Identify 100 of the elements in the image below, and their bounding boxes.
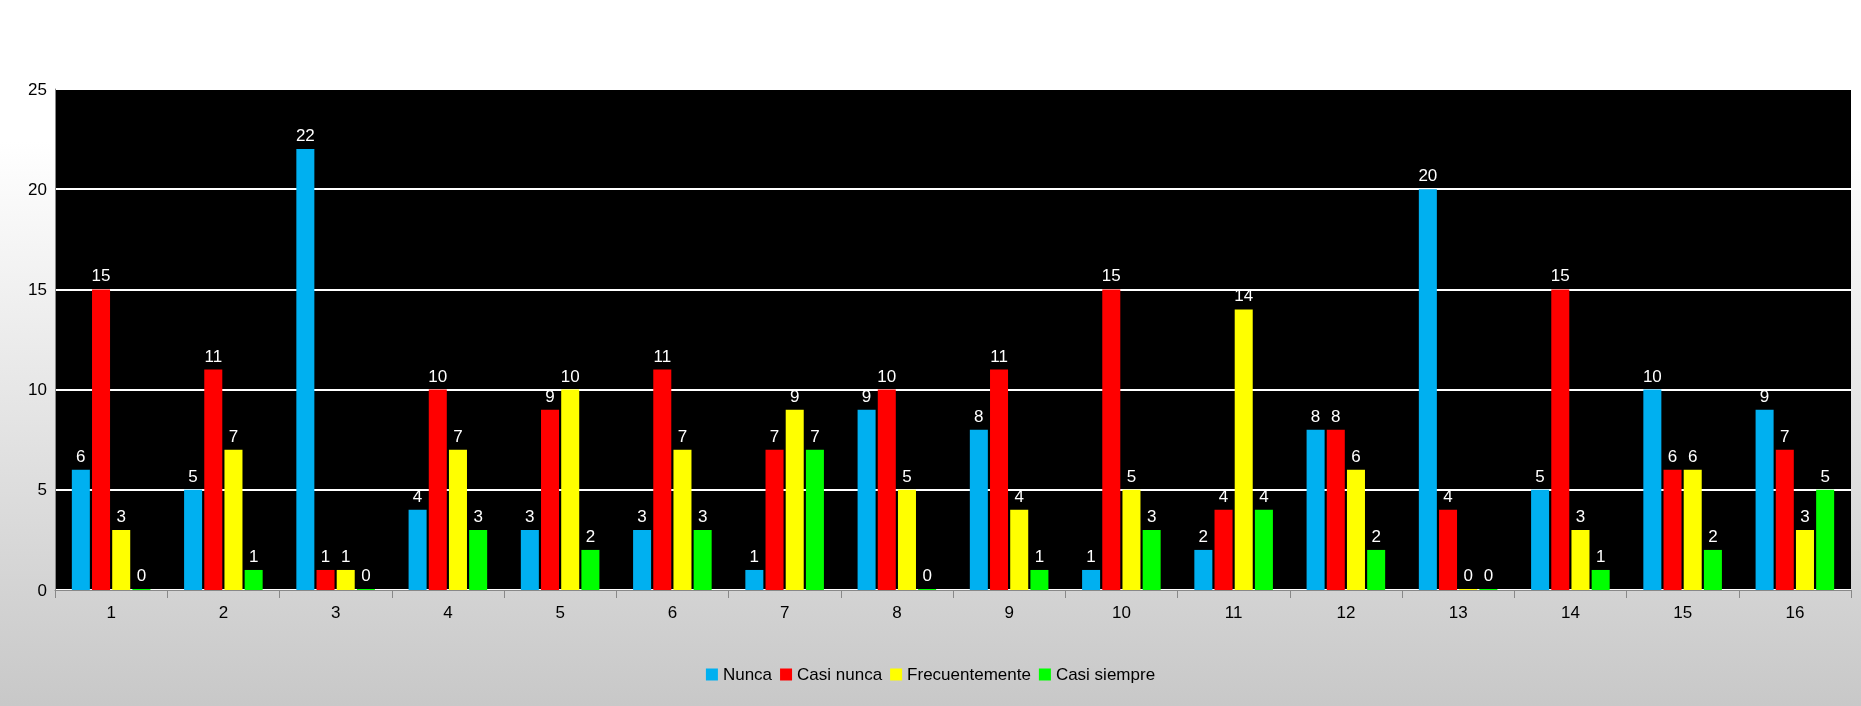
data-label: 2 bbox=[1371, 526, 1381, 546]
bar bbox=[428, 389, 447, 590]
data-label: 7 bbox=[1780, 426, 1790, 446]
legend-label: Frecuentemente bbox=[907, 665, 1031, 684]
data-label: 5 bbox=[188, 466, 198, 486]
bar bbox=[673, 449, 692, 590]
data-label: 6 bbox=[1687, 446, 1698, 466]
bar bbox=[1254, 509, 1273, 590]
bar bbox=[1010, 509, 1029, 590]
data-label: 8 bbox=[1331, 406, 1341, 426]
data-label: 2 bbox=[585, 526, 596, 546]
x-tick-label: 16 bbox=[1785, 603, 1805, 622]
x-tick-label: 15 bbox=[1673, 603, 1693, 622]
bar bbox=[469, 529, 488, 590]
bar bbox=[1102, 289, 1121, 590]
bar bbox=[184, 489, 203, 590]
bar bbox=[244, 569, 263, 590]
bar bbox=[785, 409, 804, 590]
data-label: 3 bbox=[116, 506, 126, 526]
data-label: 5 bbox=[1535, 466, 1545, 486]
bar bbox=[1755, 409, 1774, 590]
data-label: 7 bbox=[810, 426, 820, 446]
data-label: 1 bbox=[320, 546, 331, 566]
data-label: 3 bbox=[525, 506, 535, 526]
x-tick-label: 13 bbox=[1448, 603, 1468, 622]
bar bbox=[1367, 549, 1386, 590]
data-label: 7 bbox=[228, 426, 239, 446]
data-label: 10 bbox=[560, 366, 580, 386]
data-label: 7 bbox=[769, 426, 780, 446]
x-tick-label: 14 bbox=[1560, 603, 1580, 622]
bar bbox=[112, 529, 131, 590]
data-label: 0 bbox=[136, 566, 147, 585]
data-label: 0 bbox=[1463, 566, 1473, 585]
x-tick-label: 3 bbox=[330, 603, 341, 622]
data-label: 7 bbox=[677, 426, 688, 446]
bar bbox=[541, 409, 560, 590]
bar bbox=[1663, 469, 1682, 590]
data-label: 1 bbox=[340, 546, 351, 566]
data-label: 8 bbox=[974, 406, 984, 426]
data-label: 22 bbox=[295, 126, 315, 146]
data-label: 11 bbox=[653, 346, 672, 366]
bar bbox=[224, 449, 243, 590]
bar bbox=[693, 529, 712, 590]
y-tick-label: 15 bbox=[28, 279, 47, 299]
legend-label: Nunca bbox=[722, 665, 773, 684]
bar bbox=[92, 289, 111, 590]
x-tick-label: 11 bbox=[1224, 603, 1243, 622]
bar bbox=[1082, 569, 1101, 590]
data-label: 10 bbox=[877, 366, 897, 386]
bar bbox=[1346, 469, 1365, 590]
x-tick-label: 8 bbox=[892, 603, 902, 622]
bar bbox=[1142, 529, 1161, 590]
bar bbox=[1551, 289, 1570, 590]
bar bbox=[1194, 549, 1213, 590]
x-tick-label: 6 bbox=[667, 603, 678, 622]
x-tick-label: 5 bbox=[555, 603, 565, 622]
data-label: 5 bbox=[1126, 466, 1137, 486]
bar bbox=[1531, 489, 1550, 590]
x-tick-label: 9 bbox=[1004, 603, 1014, 622]
data-label: 15 bbox=[1550, 266, 1570, 286]
x-tick-label: 4 bbox=[443, 603, 453, 622]
bar bbox=[71, 469, 90, 590]
legend-label: Casi siempre bbox=[1055, 665, 1156, 684]
data-label: 20 bbox=[1418, 166, 1438, 186]
data-label: 6 bbox=[1351, 446, 1361, 466]
data-label: 1 bbox=[1595, 546, 1606, 566]
bar bbox=[1703, 549, 1722, 590]
legend-label: Casi nunca bbox=[797, 665, 883, 684]
data-label: 3 bbox=[637, 506, 647, 526]
data-label: 3 bbox=[1146, 506, 1157, 526]
bar bbox=[1122, 489, 1141, 590]
data-label: 15 bbox=[1101, 266, 1121, 286]
x-tick-label: 2 bbox=[218, 603, 229, 622]
bar bbox=[805, 449, 824, 590]
bar bbox=[897, 489, 916, 590]
y-tick-label: 5 bbox=[37, 480, 47, 500]
data-label: 1 bbox=[1034, 546, 1045, 566]
data-label: 0 bbox=[1483, 566, 1494, 585]
bar bbox=[336, 569, 355, 590]
data-label: 7 bbox=[453, 426, 463, 446]
bar bbox=[1683, 469, 1702, 590]
bar bbox=[1030, 569, 1049, 590]
data-label: 10 bbox=[1642, 366, 1662, 386]
bar bbox=[561, 389, 580, 590]
bar bbox=[1418, 189, 1437, 590]
data-label: 5 bbox=[902, 466, 912, 486]
bar bbox=[1306, 429, 1325, 590]
y-tick-label: 0 bbox=[37, 580, 47, 600]
y-tick-label: 20 bbox=[28, 179, 47, 199]
bar bbox=[765, 449, 784, 590]
x-tick-label: 12 bbox=[1336, 603, 1356, 622]
data-label: 3 bbox=[1575, 506, 1586, 526]
data-label: 15 bbox=[91, 266, 111, 286]
bar bbox=[745, 569, 764, 590]
bar bbox=[581, 549, 600, 590]
bar bbox=[1326, 429, 1345, 590]
bar bbox=[296, 149, 315, 590]
data-label: 2 bbox=[1198, 526, 1209, 546]
data-label: 10 bbox=[428, 366, 448, 386]
data-label: 11 bbox=[204, 346, 223, 366]
